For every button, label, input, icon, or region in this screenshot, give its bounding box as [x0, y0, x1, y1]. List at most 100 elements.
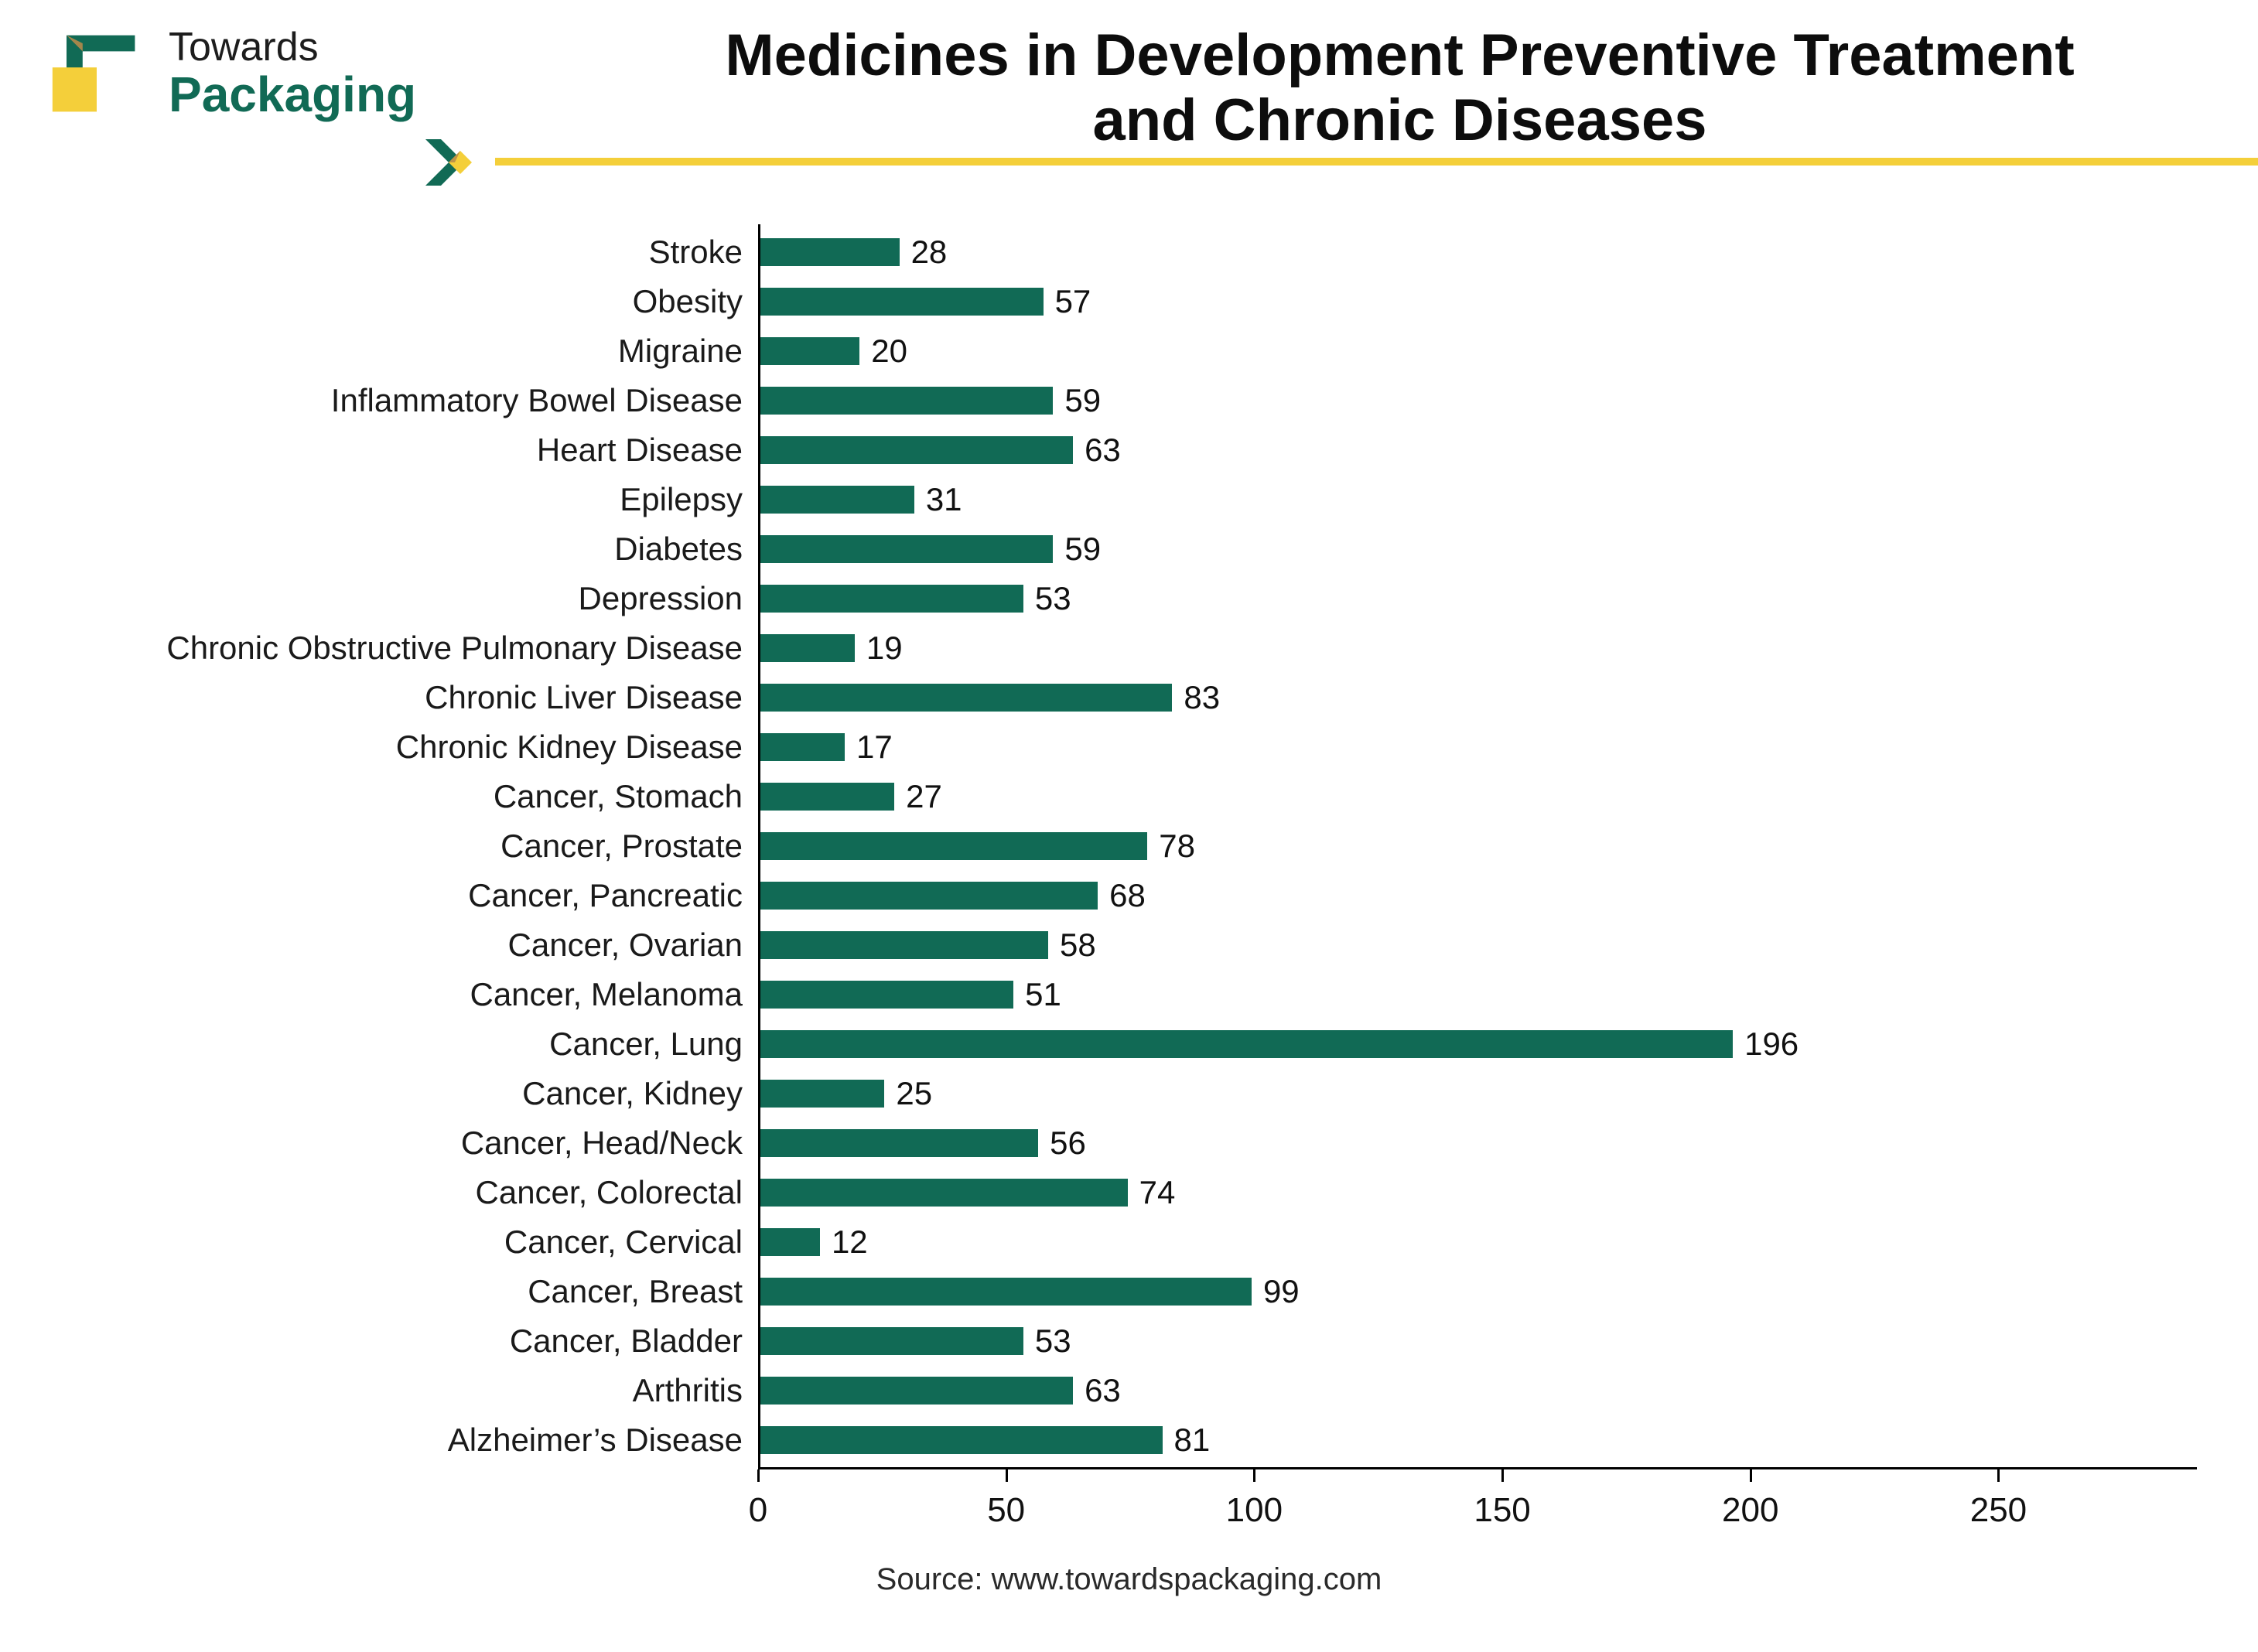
brand-logo: Towards Packaging: [46, 23, 416, 124]
chart-bar: [760, 1426, 1163, 1454]
chart-bar-value: 78: [1159, 828, 1195, 865]
brand-logo-text: Towards Packaging: [169, 26, 416, 121]
x-tick-label: 0: [749, 1491, 767, 1530]
chart-plot-area: 28Stroke57Obesity20Migraine59Inflammator…: [758, 224, 2197, 1469]
chart-bar-value: 63: [1085, 432, 1121, 469]
chart-title-line: and Chronic Diseases: [588, 88, 2212, 153]
x-tick-mark: [1750, 1469, 1752, 1482]
chart-category-label: Inflammatory Bowel Disease: [331, 382, 743, 419]
chart-category-label: Cancer, Melanoma: [470, 976, 743, 1013]
chart-category-label: Diabetes: [614, 531, 743, 568]
chart-bar: [760, 1278, 1252, 1306]
chart-category-label: Migraine: [618, 333, 743, 370]
chart-bar: [760, 436, 1073, 464]
x-tick-mark: [1253, 1469, 1255, 1482]
chart-bar-value: 99: [1263, 1273, 1300, 1310]
divider-line: [495, 158, 2258, 166]
chart-bar: [760, 1377, 1073, 1405]
chart-bar-value: 53: [1035, 580, 1071, 617]
chart-bar-value: 57: [1055, 283, 1091, 320]
chart-category-label: Cancer, Bladder: [510, 1323, 743, 1360]
chart-bar-value: 68: [1109, 877, 1146, 914]
chart-bar: [760, 882, 1098, 910]
chart-category-label: Stroke: [649, 234, 743, 271]
chart-bar-value: 196: [1744, 1026, 1799, 1063]
chart-category-label: Chronic Kidney Disease: [396, 729, 743, 766]
title-divider: [433, 155, 2258, 169]
chart-category-label: Chronic Obstructive Pulmonary Disease: [166, 630, 743, 667]
chart-bar-value: 58: [1060, 927, 1096, 964]
chart-bar: [760, 1030, 1733, 1058]
chart-title-line: Medicines in Development Preventive Trea…: [588, 23, 2212, 88]
chart-bar-value: 12: [832, 1224, 868, 1261]
chart-bar-value: 28: [911, 234, 948, 271]
chart-category-label: Depression: [579, 580, 743, 617]
x-tick-label: 150: [1474, 1491, 1530, 1530]
x-tick-mark: [1501, 1469, 1504, 1482]
brand-logo-icon: [46, 23, 147, 124]
chart-bar: [760, 238, 900, 266]
chart-bar: [760, 1228, 820, 1256]
chart-bar-value: 59: [1064, 382, 1101, 419]
x-tick-label: 100: [1226, 1491, 1283, 1530]
chart-title: Medicines in Development Preventive Trea…: [588, 23, 2212, 152]
chart-category-label: Cancer, Cervical: [504, 1224, 743, 1261]
chart-category-label: Cancer, Head/Neck: [461, 1125, 743, 1162]
chart-category-label: Chronic Liver Disease: [425, 679, 743, 716]
chart-category-label: Arthritis: [633, 1372, 743, 1409]
x-tick-mark: [1997, 1469, 2000, 1482]
chart-bar: [760, 1129, 1038, 1157]
medicines-bar-chart: 28Stroke57Obesity20Migraine59Inflammator…: [758, 224, 2197, 1469]
chart-category-label: Alzheimer’s Disease: [448, 1422, 743, 1459]
chart-bar: [760, 931, 1048, 959]
chart-bar: [760, 585, 1023, 613]
chart-bar-value: 19: [866, 630, 903, 667]
chart-bar: [760, 733, 845, 761]
chart-category-label: Heart Disease: [537, 432, 743, 469]
chart-category-label: Cancer, Colorectal: [476, 1174, 743, 1211]
chart-bar-value: 51: [1025, 976, 1061, 1013]
chart-bar: [760, 337, 859, 365]
chart-category-label: Cancer, Kidney: [522, 1075, 743, 1112]
brand-logo-bottom-line: Packaging: [169, 69, 416, 121]
x-tick-label: 250: [1970, 1491, 2027, 1530]
divider-chevron-icon: [410, 131, 495, 193]
x-axis-line: [758, 1467, 2197, 1469]
chart-bar: [760, 535, 1053, 563]
chart-category-label: Cancer, Breast: [528, 1273, 743, 1310]
brand-logo-top-line: Towards: [169, 26, 416, 69]
chart-bar-value: 74: [1139, 1174, 1176, 1211]
chart-category-label: Cancer, Ovarian: [508, 927, 743, 964]
chart-bar-value: 63: [1085, 1372, 1121, 1409]
chart-bar-value: 81: [1174, 1422, 1211, 1459]
chart-category-label: Cancer, Prostate: [500, 828, 743, 865]
chart-bar-value: 17: [856, 729, 893, 766]
chart-bar: [760, 783, 894, 811]
chart-category-label: Cancer, Pancreatic: [468, 877, 743, 914]
chart-bar-value: 31: [926, 481, 962, 518]
chart-bar: [760, 832, 1147, 860]
chart-category-label: Cancer, Stomach: [494, 778, 743, 815]
chart-bar-value: 20: [871, 333, 907, 370]
chart-bar: [760, 1327, 1023, 1355]
chart-bar: [760, 634, 855, 662]
x-tick-mark: [757, 1469, 760, 1482]
chart-category-label: Cancer, Lung: [549, 1026, 743, 1063]
x-tick-mark: [1006, 1469, 1008, 1482]
chart-bar-value: 25: [896, 1075, 932, 1112]
chart-bar: [760, 1080, 884, 1108]
page: Towards Packaging Medicines in Developme…: [0, 0, 2258, 1652]
chart-bar: [760, 387, 1053, 415]
chart-bar-value: 53: [1035, 1323, 1071, 1360]
chart-bar: [760, 1179, 1128, 1207]
chart-category-label: Obesity: [633, 283, 743, 320]
chart-bar-value: 83: [1184, 679, 1220, 716]
chart-bar-value: 59: [1064, 531, 1101, 568]
chart-bar: [760, 288, 1044, 316]
chart-bar: [760, 981, 1013, 1009]
chart-bar: [760, 486, 914, 514]
chart-bar-value: 56: [1050, 1125, 1086, 1162]
x-tick-label: 50: [987, 1491, 1025, 1530]
source-caption: Source: www.towardspackaging.com: [0, 1562, 2258, 1597]
chart-bar-value: 27: [906, 778, 942, 815]
